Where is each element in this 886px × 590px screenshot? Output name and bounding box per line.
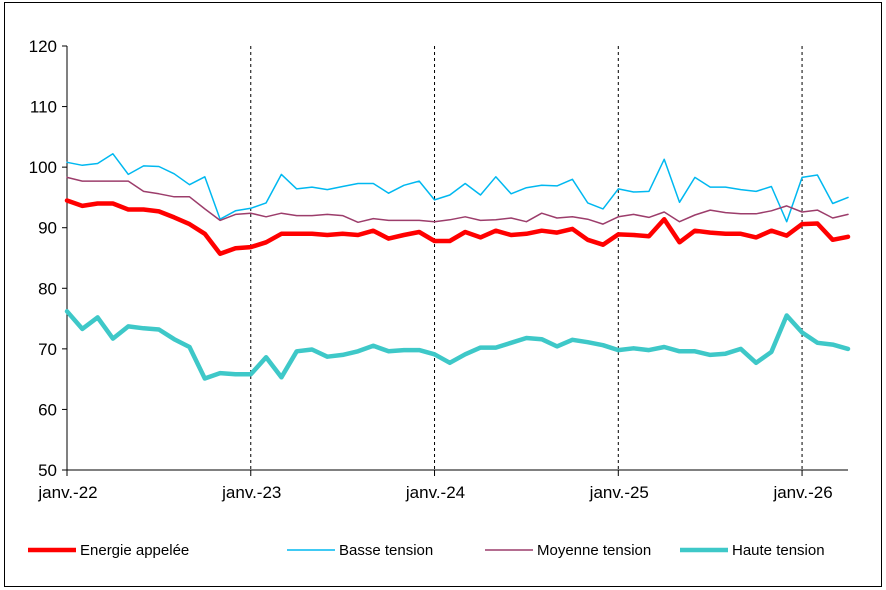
series-lines: [64, 153, 851, 381]
grid-lines: [250, 46, 803, 470]
series-line-moyenne-tension: [66, 176, 849, 225]
x-tick-label: janv.-22: [37, 483, 97, 502]
legend: Energie appelée Basse tension Moyenne tens…: [28, 542, 825, 559]
y-tick-label: 90: [38, 219, 57, 238]
chart-frame: [4, 2, 882, 587]
y-axis-ticks: 50 60 70 80 90 100 110 120: [29, 37, 67, 480]
x-axis-ticks: janv.-22 janv.-23 janv.-24 janv.-25 janv.-26: [37, 470, 833, 502]
y-tick-label: 100: [29, 158, 57, 177]
legend-label-moyenne-tension: Moyenne tension: [537, 542, 651, 559]
y-tick-label: 80: [38, 279, 57, 298]
x-tick-label: janv.-23: [221, 483, 281, 502]
x-tick-label: janv.-26: [772, 483, 832, 502]
y-tick-label: 60: [38, 400, 57, 419]
series-line-haute-tension: [64, 309, 851, 381]
legend-label-basse-tension: Basse tension: [339, 542, 433, 559]
y-tick-label: 110: [30, 98, 57, 117]
y-tick-label: 50: [38, 461, 57, 480]
series-line-energie-appel-e: [64, 198, 851, 257]
y-tick-label: 70: [38, 340, 57, 359]
legend-label-energie-appel-e: Energie appelée: [80, 542, 189, 559]
x-tick-label: janv.-24: [405, 483, 465, 502]
legend-label-haute-tension: Haute tension: [732, 542, 825, 559]
series-line-basse-tension: [66, 153, 849, 223]
x-tick-label: janv.-25: [589, 483, 649, 502]
axes: [66, 46, 848, 471]
y-tick-label: 120: [29, 37, 57, 56]
